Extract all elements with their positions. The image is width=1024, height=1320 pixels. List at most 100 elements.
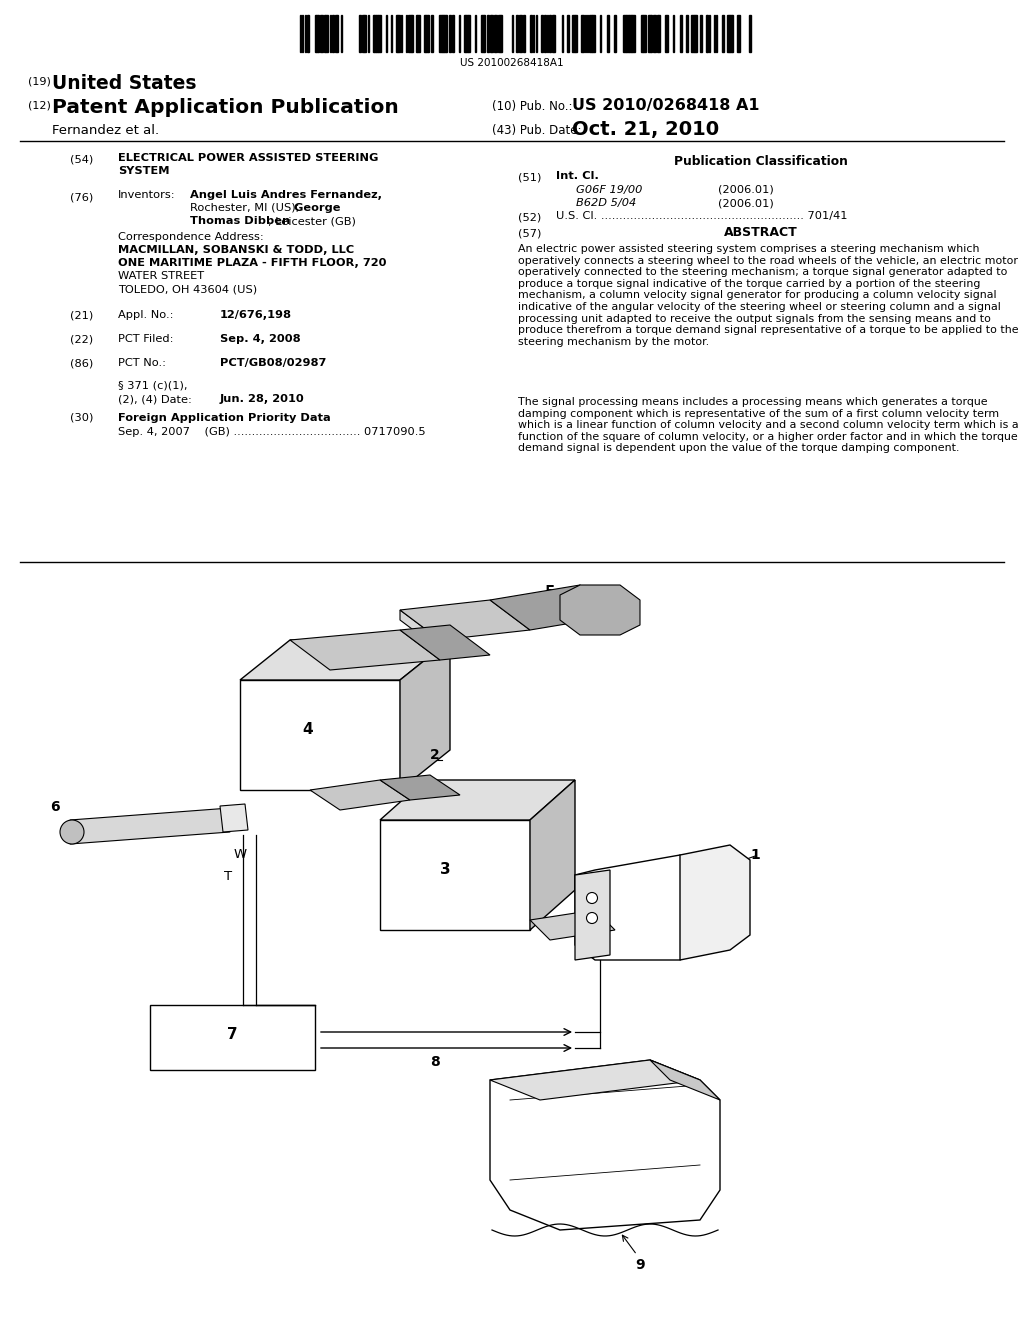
Text: (21): (21): [70, 310, 93, 319]
Bar: [319, 15, 323, 51]
Bar: [444, 15, 446, 51]
Text: Sep. 4, 2007    (GB) ................................... 0717090.5: Sep. 4, 2007 (GB) ......................…: [118, 426, 426, 437]
Text: Angel Luis Andres Fernandez,: Angel Luis Andres Fernandez,: [190, 190, 382, 201]
Polygon shape: [490, 1060, 720, 1230]
Text: (19): (19): [28, 77, 51, 86]
Bar: [653, 15, 656, 51]
Text: Oct. 21, 2010: Oct. 21, 2010: [572, 120, 719, 139]
Text: TOLEDO, OH 43604 (US): TOLEDO, OH 43604 (US): [118, 284, 257, 294]
Bar: [567, 15, 569, 51]
Text: 1: 1: [750, 847, 760, 862]
Text: 7: 7: [226, 1027, 238, 1041]
Text: Sep. 4, 2008: Sep. 4, 2008: [220, 334, 301, 345]
Text: G06F 19/00: G06F 19/00: [575, 185, 642, 195]
Text: Patent Application Publication: Patent Application Publication: [52, 98, 398, 117]
Text: T: T: [224, 870, 232, 883]
Bar: [376, 15, 378, 51]
Polygon shape: [290, 630, 440, 671]
Text: Appl. No.:: Appl. No.:: [118, 310, 173, 319]
Bar: [335, 15, 337, 51]
Polygon shape: [400, 640, 450, 789]
Text: U.S. Cl. ........................................................ 701/41: U.S. Cl. ...............................…: [556, 211, 848, 220]
Polygon shape: [400, 601, 530, 640]
Text: (2006.01): (2006.01): [718, 185, 774, 195]
Bar: [727, 15, 729, 51]
Polygon shape: [490, 585, 620, 630]
Bar: [316, 15, 318, 51]
Text: (54): (54): [70, 154, 93, 165]
Bar: [592, 15, 595, 51]
Bar: [150, 1005, 315, 1071]
Bar: [452, 15, 454, 51]
Text: (12): (12): [28, 100, 51, 110]
Polygon shape: [380, 820, 530, 931]
Text: Publication Classification: Publication Classification: [674, 154, 848, 168]
Text: SYSTEM: SYSTEM: [118, 166, 170, 176]
Bar: [449, 15, 451, 51]
Text: Foreign Application Priority Data: Foreign Application Priority Data: [118, 413, 331, 422]
Bar: [626, 15, 629, 51]
Text: George: George: [290, 203, 341, 213]
Bar: [426, 15, 428, 51]
Text: , Leicester (GB): , Leicester (GB): [268, 216, 356, 226]
Bar: [332, 15, 334, 51]
Polygon shape: [240, 640, 450, 680]
Circle shape: [587, 912, 597, 924]
Text: Correspondence Address:: Correspondence Address:: [118, 232, 264, 242]
Polygon shape: [310, 780, 410, 810]
Bar: [466, 15, 468, 51]
Bar: [700, 15, 702, 51]
Text: ONE MARITIME PLAZA - FIFTH FLOOR, 720: ONE MARITIME PLAZA - FIFTH FLOOR, 720: [118, 257, 386, 268]
Text: United States: United States: [52, 74, 197, 92]
Text: (2006.01): (2006.01): [718, 198, 774, 209]
Text: (51): (51): [518, 173, 542, 183]
Bar: [641, 15, 643, 51]
Text: Fernandez et al.: Fernandez et al.: [52, 124, 159, 137]
Text: (22): (22): [70, 334, 93, 345]
Text: (10) Pub. No.:: (10) Pub. No.:: [492, 100, 572, 114]
Text: PCT No.:: PCT No.:: [118, 358, 166, 368]
Bar: [408, 15, 411, 51]
Bar: [490, 15, 493, 51]
Bar: [523, 15, 525, 51]
Polygon shape: [70, 808, 230, 843]
Text: (57): (57): [518, 228, 542, 238]
Text: ELECTRICAL POWER ASSISTED STEERING: ELECTRICAL POWER ASSISTED STEERING: [118, 153, 379, 162]
Bar: [487, 15, 489, 51]
Text: B62D 5/04: B62D 5/04: [575, 198, 636, 209]
Polygon shape: [680, 845, 750, 960]
Bar: [629, 15, 631, 51]
Text: 4: 4: [303, 722, 313, 737]
Text: Jun. 28, 2010: Jun. 28, 2010: [220, 393, 305, 404]
Text: (30): (30): [70, 413, 93, 422]
Bar: [572, 15, 575, 51]
Bar: [680, 15, 682, 51]
Text: (52): (52): [518, 213, 542, 223]
Bar: [417, 15, 420, 51]
Bar: [730, 15, 732, 51]
Text: Rochester, MI (US);: Rochester, MI (US);: [190, 203, 299, 213]
Polygon shape: [530, 909, 615, 940]
Bar: [686, 15, 688, 51]
Bar: [658, 15, 660, 51]
Bar: [364, 15, 366, 51]
Text: § 371 (c)(1),: § 371 (c)(1),: [118, 381, 187, 391]
Text: The signal processing means includes a processing means which generates a torque: The signal processing means includes a p…: [518, 397, 1019, 453]
Polygon shape: [650, 1060, 720, 1100]
Text: 5: 5: [545, 585, 556, 601]
Polygon shape: [220, 804, 248, 832]
Bar: [378, 15, 381, 51]
Bar: [468, 15, 470, 51]
Bar: [374, 15, 376, 51]
Text: Thomas Dibben: Thomas Dibben: [190, 216, 290, 226]
Text: PCT/GB08/02987: PCT/GB08/02987: [220, 358, 327, 368]
Ellipse shape: [60, 820, 84, 843]
Text: (86): (86): [70, 358, 93, 368]
Bar: [495, 15, 497, 51]
Bar: [359, 15, 361, 51]
Bar: [398, 15, 400, 51]
Text: US 20100268418A1: US 20100268418A1: [460, 58, 564, 69]
Bar: [691, 15, 694, 51]
Bar: [362, 15, 364, 51]
Polygon shape: [575, 870, 610, 960]
